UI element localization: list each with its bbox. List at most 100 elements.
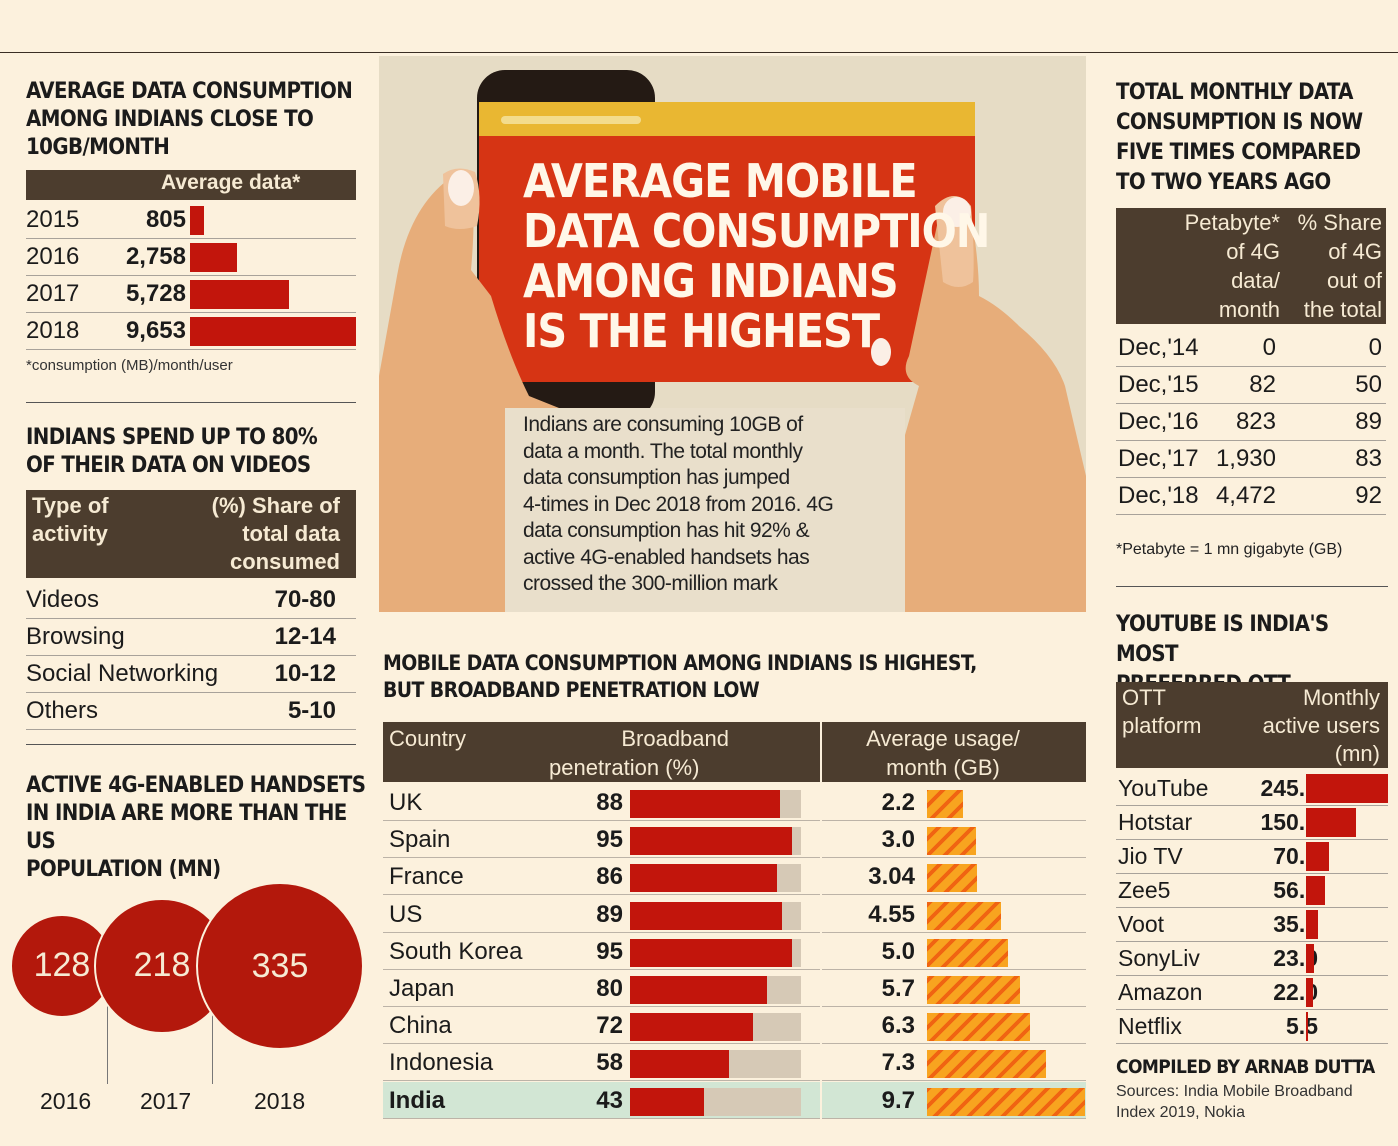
petabyte-header-share: % Share xyxy=(1297,210,1382,235)
share-value: 12-14 xyxy=(274,623,336,650)
year-label: 2018 xyxy=(26,317,80,344)
usage-value: 6.3 xyxy=(881,1012,915,1040)
year-label: 2015 xyxy=(26,206,80,233)
users-bar xyxy=(1306,774,1388,803)
ott-header-left: platform xyxy=(1122,713,1202,738)
col-broadband: Broadband xyxy=(621,726,729,751)
table-row: Dec,'14 0 0 xyxy=(1116,330,1386,367)
bar xyxy=(190,317,356,346)
table-row: Social Networking 10-12 xyxy=(26,656,356,693)
share-value: 5-10 xyxy=(287,697,336,724)
broadband-track xyxy=(630,790,801,818)
users-bar xyxy=(1306,978,1314,1007)
table-row: 2017 5,728 xyxy=(26,276,356,313)
bar xyxy=(190,206,204,235)
country-label: Indonesia xyxy=(389,1049,494,1077)
month-label: Dec,'14 xyxy=(1118,334,1199,361)
country-label: Spain xyxy=(389,826,451,854)
users-value: 150.0 xyxy=(1260,809,1318,835)
table-row: UK 88 2.2 xyxy=(383,784,1086,821)
activity-title-line: OF THEIR DATA ON VIDEOS xyxy=(26,453,311,478)
hero-body-line: 4-times in Dec 2018 from 2016. 4G xyxy=(523,492,834,516)
country-label: France xyxy=(389,863,464,891)
table-row: Videos 70-80 xyxy=(26,582,356,619)
table-row: Netflix 5.5 xyxy=(1116,1010,1388,1044)
col-country: Country xyxy=(389,726,467,751)
activity-header-right: consumed xyxy=(229,549,340,574)
usage-bar xyxy=(927,827,976,856)
usage-bar xyxy=(927,938,1009,967)
activity-header-right: total data xyxy=(242,521,340,546)
table-row: Zee5 56.0 xyxy=(1116,874,1388,908)
usage-value: 4.55 xyxy=(868,900,915,928)
table-row: Japan 80 5.7 xyxy=(383,970,1086,1007)
hero-body-line: crossed the 300-million mark xyxy=(523,572,778,595)
ott-header-left: OTT xyxy=(1122,685,1166,710)
data-label: 805 xyxy=(145,206,186,233)
col-avg-usage: month (GB) xyxy=(886,755,1000,780)
broadband-value: 86 xyxy=(596,863,623,891)
broadband-track xyxy=(630,864,801,893)
hero-illustration xyxy=(379,70,1086,612)
users-value: 35.0 xyxy=(1273,911,1318,937)
petabyte-value: 1,930 xyxy=(1215,445,1276,472)
users-bar xyxy=(1306,944,1314,973)
avg-data-footnote: *consumption (MB)/month/user xyxy=(26,357,233,374)
usage-bar xyxy=(927,864,977,893)
petabyte-title-line: CONSUMPTION IS NOW xyxy=(1116,110,1363,135)
hero-body-line: data a month. The total monthly xyxy=(523,439,803,463)
share-value: 10-12 xyxy=(274,660,336,687)
year-label: 2016 xyxy=(40,1088,92,1114)
table-row: Hotstar 150.0 xyxy=(1116,806,1388,840)
broadband-title: MOBILE DATA CONSUMPTION AMONG INDIANS IS… xyxy=(383,650,1086,704)
activity-label: Others xyxy=(26,697,99,724)
users-value: 70.0 xyxy=(1273,843,1318,869)
country-label: India xyxy=(389,1086,446,1114)
sources-line: Index 2019, Nokia xyxy=(1116,1104,1245,1121)
hero-body-line: data consumption has hit 92% & xyxy=(523,519,810,542)
petabyte-header-share: of 4G xyxy=(1328,239,1382,264)
table-row: Amazon 22.0 xyxy=(1116,976,1388,1010)
divider xyxy=(26,402,356,403)
broadband-track xyxy=(630,976,801,1004)
bubble-connector xyxy=(107,966,108,1084)
hero-title-line: AMONG INDIANS xyxy=(523,254,899,308)
table-row: South Korea 95 5.0 xyxy=(383,933,1086,970)
country-label: Japan xyxy=(389,975,455,1002)
users-bar xyxy=(1306,1012,1308,1041)
handsets-title-line: ACTIVE 4G-ENABLED HANDSETS xyxy=(26,773,366,798)
table-row: US 89 4.55 xyxy=(383,896,1086,933)
year-label: 2017 xyxy=(26,280,80,307)
avg-data-title: AVERAGE DATA CONSUMPTION AMONG INDIANS C… xyxy=(26,78,356,162)
users-bar xyxy=(1306,876,1325,905)
data-label: 9,653 xyxy=(125,317,186,344)
handsets-title-line: POPULATION (MN) xyxy=(26,857,221,882)
platform-label: Netflix xyxy=(1118,1013,1182,1039)
broadband-bar xyxy=(630,864,778,893)
bubble-value: 128 xyxy=(33,946,91,985)
table-row: 2016 2,758 xyxy=(26,239,356,276)
platform-label: Amazon xyxy=(1118,979,1203,1005)
table-row: Voot 35.0 xyxy=(1116,908,1388,942)
broadband-value: 58 xyxy=(596,1049,623,1077)
users-bar xyxy=(1306,910,1318,939)
usage-bar xyxy=(927,1050,1046,1079)
hero-title-line: DATA CONSUMPTION xyxy=(523,204,990,258)
broadband-bar xyxy=(630,827,793,856)
petabyte-header-share: out of xyxy=(1326,268,1382,293)
month-label: Dec,'18 xyxy=(1118,482,1199,509)
broadband-track xyxy=(630,1050,801,1079)
platform-label: Hotstar xyxy=(1118,809,1193,835)
petabyte-title-line: FIVE TIMES COMPARED xyxy=(1116,140,1361,165)
users-value: 5.5 xyxy=(1286,1013,1318,1039)
table-row: Others 5-10 xyxy=(26,693,356,730)
broadband-value: 95 xyxy=(596,826,623,854)
broadband-bar xyxy=(630,976,767,1004)
petabyte-header-pb: month xyxy=(1218,297,1280,322)
hero-panel: AVERAGE MOBILE DATA CONSUMPTION AMONG IN… xyxy=(379,56,1086,612)
hero-body: Indians are consuming 10GB of data a mon… xyxy=(523,412,834,598)
broadband-value: 72 xyxy=(596,1012,623,1040)
petabyte-header-pb: data/ xyxy=(1231,268,1280,293)
col-broadband: penetration (%) xyxy=(549,755,700,780)
platform-label: Jio TV xyxy=(1118,843,1183,869)
